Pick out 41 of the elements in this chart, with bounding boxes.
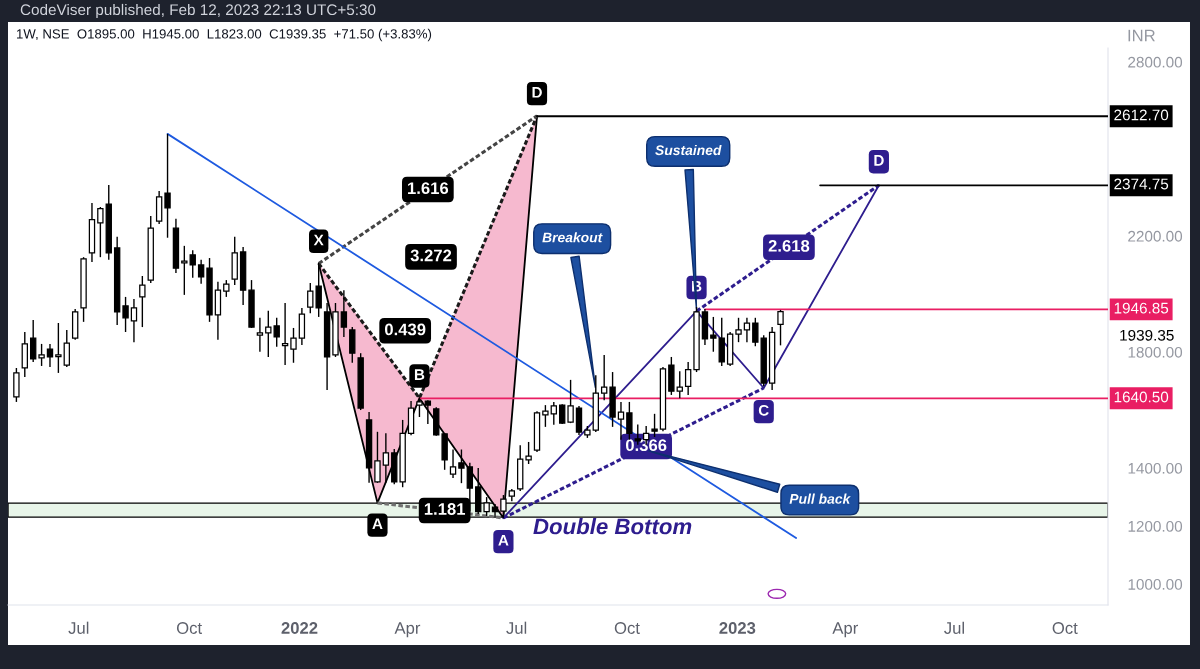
x-tick-label: Oct <box>614 622 640 634</box>
annotation: X <box>313 234 324 246</box>
annotation: Pull back <box>789 493 851 504</box>
x-tick-label: 2022 <box>281 622 318 634</box>
x-tick-label: Jul <box>506 621 527 634</box>
data-label: 1946.85 <box>1114 302 1169 314</box>
data-label: 2374.75 <box>1114 178 1169 190</box>
x-tick-label: Apr <box>394 622 421 638</box>
y-axis-title: INR <box>1128 29 1155 42</box>
y-tick-label: 1200.00 <box>1128 520 1183 532</box>
annotation: C <box>758 404 769 416</box>
x-tick-label: Apr <box>832 622 858 638</box>
x-tick-label: Oct <box>176 622 202 634</box>
annotation: 0.439 <box>384 323 426 336</box>
chart-subtitle: 1W, NSE O1895.00 H1945.00 L1823.00 C1939.35 +71.50 (+3.83%) <box>17 28 432 42</box>
y-tick-label: 1800.00 <box>1128 346 1183 358</box>
annotation: 2.618 <box>768 239 810 252</box>
y-tick-label: 2200.00 <box>1128 230 1183 242</box>
y-tick-label: 2800.00 <box>1128 56 1183 68</box>
annotation: B <box>414 369 425 380</box>
annotation: 1.616 <box>408 182 449 195</box>
annotation: 1.181 <box>424 503 466 515</box>
annotation: D <box>532 87 542 98</box>
y-tick-label: 1400.00 <box>1128 462 1183 474</box>
x-tick-label: Oct <box>1052 622 1078 634</box>
data-label: 1640.50 <box>1114 391 1169 403</box>
y-tick-label: 1000.00 <box>1128 578 1183 590</box>
x-tick-label: 2023 <box>719 622 756 634</box>
annotation: 3.272 <box>410 249 452 262</box>
annotation: Breakout <box>542 232 603 243</box>
data-label: 2612.70 <box>1114 109 1169 121</box>
text: 1939.35 <box>1120 329 1174 341</box>
annotation: 0.366 <box>625 439 667 452</box>
annotation: Double Bottom <box>533 518 692 535</box>
x-tick-label: Jul <box>944 621 964 634</box>
annotation: A <box>372 518 383 530</box>
chart-title: CodeViser published, Feb 12, 2023 22:13 UTC+5:30 <box>20 3 376 19</box>
annotation: D <box>874 155 884 166</box>
annotation: Sustained <box>655 144 722 156</box>
x-tick-label: Jul <box>68 621 89 634</box>
annotation: A <box>498 535 509 546</box>
